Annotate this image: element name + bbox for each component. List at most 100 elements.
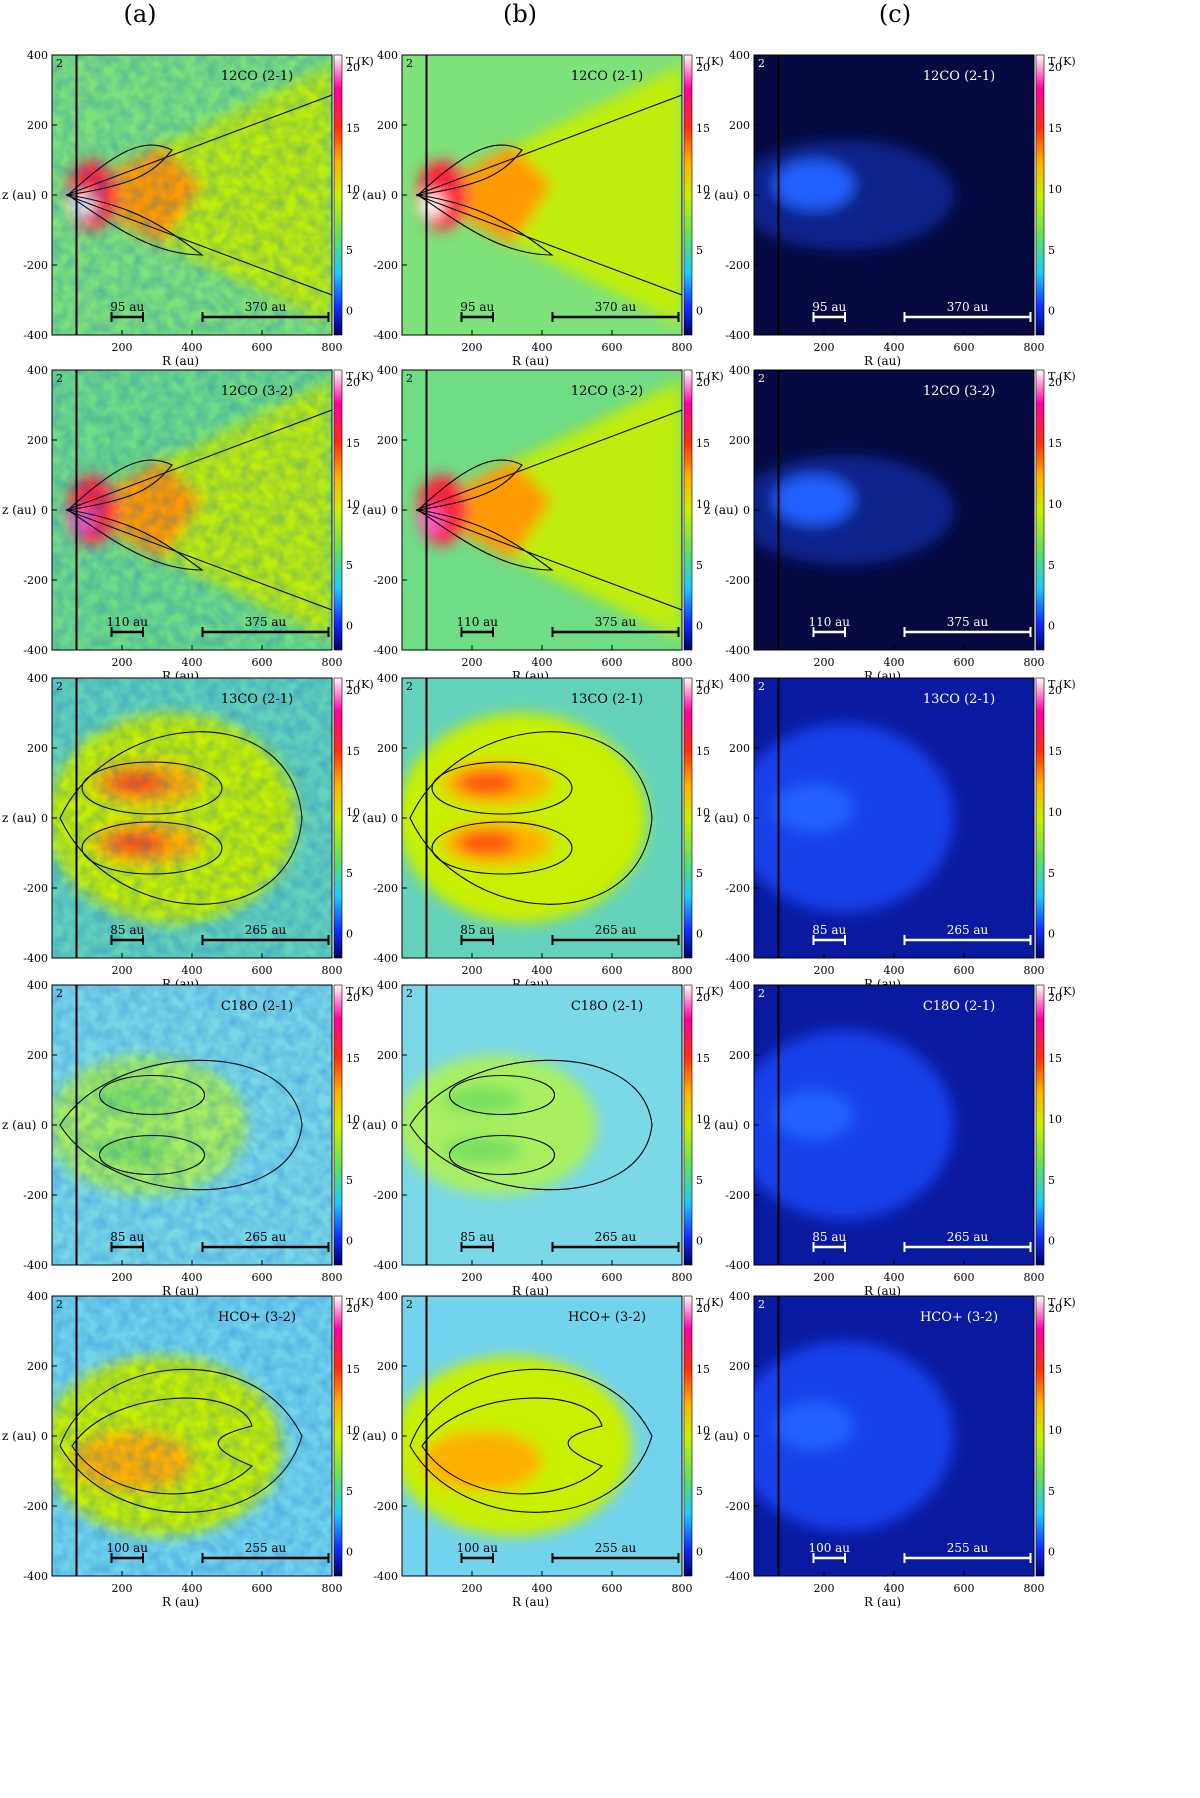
colorbar-label: T (K)	[696, 985, 724, 998]
x-tick-label: 200	[112, 341, 133, 354]
y-tick-label: 200	[729, 434, 750, 447]
panel-corner-label: 2	[758, 57, 765, 70]
scale-bar-2: 375 au	[201, 615, 330, 637]
x-tick-label: 400	[884, 1582, 905, 1595]
x-tick-label: 800	[672, 656, 693, 669]
y-tick-label: 0	[41, 504, 48, 517]
panel-corner-label: 2	[406, 1298, 413, 1311]
colorbar: 20 15 10 5 0 T (K)	[333, 984, 374, 1266]
y-tick-label: 400	[729, 364, 750, 377]
colorbar-label: T (K)	[696, 678, 724, 691]
panel-corner-label: 2	[758, 372, 765, 385]
scale-bar-label: 265 au	[595, 923, 637, 937]
scale-bar-2: 265 au	[903, 923, 1032, 945]
y-tick-label: 0	[41, 812, 48, 825]
colorbar-tick-label: 10	[346, 183, 360, 196]
scale-bar-label: 85 au	[812, 1230, 846, 1244]
y-tick-label: -200	[373, 574, 398, 587]
colorbar-tick-label: 10	[1048, 806, 1062, 819]
y-tick-label: -400	[23, 644, 48, 657]
colorbar-label: T (K)	[1048, 370, 1076, 383]
colorbar-tick-label: 0	[696, 305, 703, 318]
colorbar: 20 15 10 5 0 T (K)	[683, 677, 724, 959]
scale-bar-1: 110 au	[808, 615, 850, 637]
column-head-b: (b)	[503, 0, 537, 28]
y-tick-label: 400	[27, 1290, 48, 1303]
y-tick-label: 400	[377, 49, 398, 62]
y-tick-label: 0	[41, 1430, 48, 1443]
colorbar-tick-label: 20	[346, 991, 360, 1004]
y-tick-label: 400	[377, 364, 398, 377]
x-tick-label: 400	[532, 1582, 553, 1595]
y-tick-label: -200	[373, 882, 398, 895]
scale-bar-label: 110 au	[808, 615, 850, 629]
colorbar-tick-label: 0	[696, 1235, 703, 1248]
y-tick-label: 0	[743, 1430, 750, 1443]
colorbar-label: T (K)	[696, 55, 724, 68]
colorbar-tick-label: 0	[346, 305, 353, 318]
colorbar-tick-label: 10	[696, 498, 710, 511]
colorbar-tick-label: 10	[1048, 1424, 1062, 1437]
y-tick-label: -400	[373, 1570, 398, 1583]
colorbar-tick-label: 5	[346, 244, 353, 257]
colorbar-tick-label: 15	[696, 1052, 710, 1065]
x-tick-label: 200	[112, 656, 133, 669]
panel-corner-label: 2	[758, 987, 765, 1000]
scale-bar-label: 85 au	[110, 923, 144, 937]
panel-title: C18O (2-1)	[923, 999, 995, 1014]
colorbar-tick-label: 20	[346, 376, 360, 389]
colorbar-tick-label: 5	[346, 1485, 353, 1498]
y-tick-label: 200	[729, 742, 750, 755]
y-axis-label: z (au)	[352, 811, 386, 825]
colorbar-tick-label: 10	[1048, 183, 1062, 196]
y-tick-label: 0	[743, 504, 750, 517]
colorbar-tick-label: 15	[346, 1363, 360, 1376]
x-axis-label: R (au)	[864, 1284, 901, 1298]
y-tick-label: 0	[391, 504, 398, 517]
scale-bar-2: 265 au	[551, 1230, 680, 1252]
y-tick-label: -200	[725, 1500, 750, 1513]
scale-bar-2: 370 au	[903, 300, 1032, 322]
y-tick-label: -200	[23, 259, 48, 272]
scale-bar-1: 100 au	[106, 1541, 148, 1563]
y-tick-label: -400	[23, 329, 48, 342]
colorbar-tick-label: 20	[696, 376, 710, 389]
x-tick-label: 600	[954, 964, 975, 977]
y-tick-label: -400	[23, 952, 48, 965]
y-tick-label: 200	[729, 1049, 750, 1062]
colorbar-label: T (K)	[346, 55, 374, 68]
x-tick-label: 400	[182, 656, 203, 669]
x-tick-label: 600	[252, 964, 273, 977]
scale-bar-label: 85 au	[812, 923, 846, 937]
y-tick-label: 400	[729, 979, 750, 992]
scale-bar-label: 265 au	[245, 923, 287, 937]
scale-bar-1: 110 au	[456, 615, 498, 637]
x-tick-label: 400	[884, 341, 905, 354]
x-tick-label: 200	[112, 964, 133, 977]
panel-title: 12CO (2-1)	[221, 69, 293, 84]
x-tick-label: 600	[602, 656, 623, 669]
y-tick-label: -200	[373, 1189, 398, 1202]
panel-title: 13CO (2-1)	[571, 692, 643, 707]
x-tick-label: 400	[884, 964, 905, 977]
x-tick-label: 200	[814, 341, 835, 354]
x-tick-label: 600	[252, 1582, 273, 1595]
colorbar-tick-label: 5	[1048, 1485, 1055, 1498]
x-tick-label: 400	[532, 341, 553, 354]
column-head-a: (a)	[123, 0, 156, 28]
contour-lines	[409, 1368, 653, 1513]
colorbar-tick-label: 5	[696, 559, 703, 572]
x-tick-label: 200	[814, 656, 835, 669]
panel-corner-label: 2	[758, 1298, 765, 1311]
x-tick-label: 600	[252, 1271, 273, 1284]
scale-bar-1: 95 au	[460, 300, 495, 322]
panel-corner-label: 2	[56, 680, 63, 693]
y-tick-label: -400	[23, 1570, 48, 1583]
y-tick-label: -400	[373, 1259, 398, 1272]
